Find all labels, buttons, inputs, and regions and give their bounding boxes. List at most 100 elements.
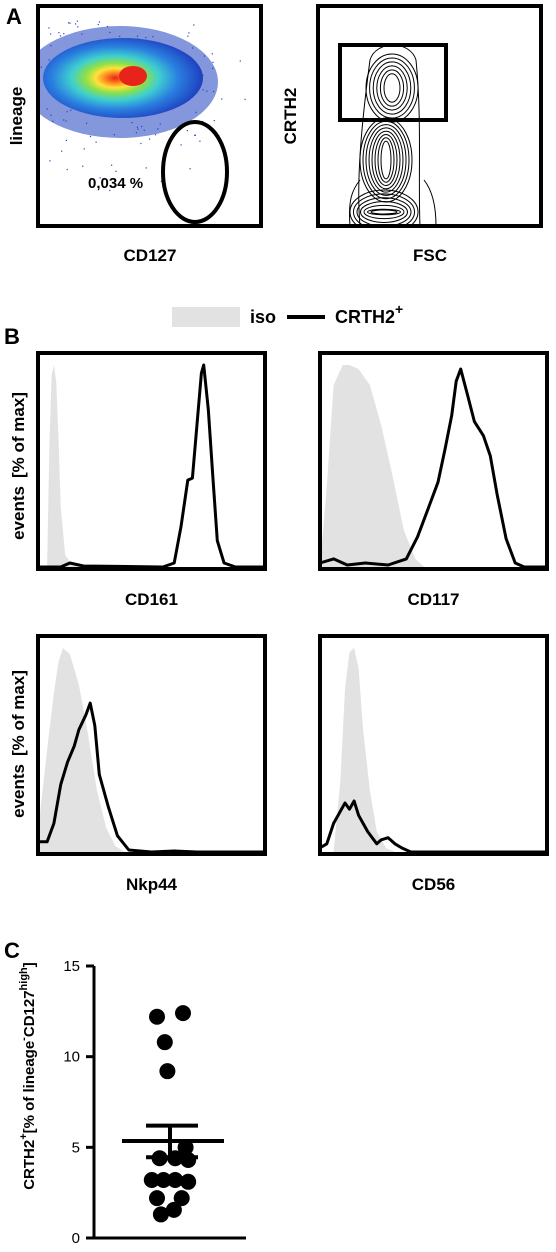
contour-lines <box>349 44 437 226</box>
contour-ring <box>376 65 408 111</box>
data-point <box>173 1190 190 1207</box>
data-point <box>143 1171 160 1188</box>
scatter-event-dot <box>211 53 213 55</box>
density-peak <box>119 66 147 86</box>
histogram-frame <box>318 351 549 571</box>
histogram-x-label: Nkp44 <box>126 875 178 894</box>
data-point <box>159 1063 176 1080</box>
dot-plot-crth2-percentage: 0 5 10 15 <box>63 958 246 1247</box>
data-point <box>149 1008 165 1025</box>
scatter-event-dot <box>97 23 99 26</box>
data-point <box>152 1206 169 1223</box>
contour-ring <box>356 197 412 226</box>
data-point <box>175 1005 191 1022</box>
legend-label-crth2: CRTH2+ <box>335 301 403 327</box>
scatter-event-dot <box>189 168 191 170</box>
panel-letter-a: A <box>6 4 22 29</box>
contour-ring <box>371 130 401 190</box>
panel-letter-b: B <box>4 324 20 349</box>
scatter-event-dot <box>74 23 77 25</box>
scatter-event-dot <box>140 142 142 145</box>
gate-percentage: 0,034 % <box>88 175 143 192</box>
scatter-event-dot <box>145 167 147 169</box>
histogram-frame <box>36 634 267 856</box>
data-point <box>155 1171 172 1188</box>
scatter-event-dot <box>58 32 60 34</box>
scatter-event-dot <box>160 180 162 182</box>
histogram-cd56: CD56 <box>318 634 549 894</box>
contour-ring <box>380 140 392 180</box>
scatter-event-dot <box>188 32 190 34</box>
y-axis-label-crth2: CRTH2 <box>281 88 300 145</box>
iso-histogram-fill <box>320 365 425 569</box>
scatter-event-dot <box>66 168 68 171</box>
histogram-frame <box>318 634 549 856</box>
y-tick-label: 10 <box>63 1049 80 1066</box>
data-point <box>177 1139 194 1156</box>
contour-ring <box>383 73 401 103</box>
scatter-event-dot <box>221 98 223 100</box>
scatter-event-dot <box>244 98 246 100</box>
y-axis-label-events-top: events[% of max] <box>9 392 28 540</box>
scatter-event-dot <box>98 21 101 23</box>
iso-histogram-fill <box>38 648 125 854</box>
scatter-event-dot <box>63 33 65 35</box>
data-point <box>180 1152 197 1169</box>
crth2-histogram-line <box>319 799 547 854</box>
data-point <box>149 1190 165 1207</box>
scatter-event-dot <box>50 33 52 35</box>
scatter-event-dot <box>59 35 62 37</box>
scatter-event-dot <box>148 138 151 140</box>
contour-ring <box>368 127 404 193</box>
data-point <box>165 1201 182 1218</box>
data-point <box>180 1173 197 1190</box>
scatter-event-dot <box>48 27 50 29</box>
scatter-event-dot <box>83 148 85 150</box>
scatter-event-dot <box>77 26 79 28</box>
histogram-cd117: CD117 <box>318 351 549 609</box>
iso-histogram-fill <box>333 648 395 854</box>
contour-ring <box>374 134 398 186</box>
x-axis-label-fsc: FSC <box>413 246 447 265</box>
scatter-event-dot <box>65 139 67 141</box>
panel-letter-c: C <box>4 938 20 963</box>
legend-label-iso: iso <box>250 307 276 327</box>
scatter-event-dot <box>49 160 51 162</box>
scatter-event-dot <box>193 24 195 26</box>
y-tick-label: 0 <box>72 1230 80 1247</box>
contour-ring <box>365 124 407 196</box>
histogram-cd161: CD161 <box>36 351 267 609</box>
scatter-event-dot <box>115 170 117 172</box>
legend-swatch-iso <box>172 307 240 327</box>
data-point <box>167 1171 184 1188</box>
data-point <box>156 1034 173 1051</box>
gate-ellipse <box>161 120 229 224</box>
scatter-event-dot <box>109 189 111 192</box>
scatter-event-dot <box>199 140 201 142</box>
histogram-grid: CD161 CD117 Nkp44 CD56 <box>36 351 549 894</box>
y-tick-label: 5 <box>72 1139 80 1156</box>
y-axis-label-crth2-percentage: CRTH2+[% of lineage-CD127high] <box>18 962 38 1190</box>
contour-ring <box>353 193 415 226</box>
scatter-event-dot <box>213 120 215 122</box>
scatter-event-dot <box>194 134 196 136</box>
crth2-histogram-line <box>38 363 265 569</box>
contour-plot-frame <box>316 4 543 228</box>
contour-ring <box>363 204 405 220</box>
contour-ring <box>359 117 413 203</box>
scatter-event-dot <box>89 135 92 138</box>
density-plot-frame <box>36 4 263 228</box>
contour-ring <box>372 61 412 115</box>
y-tick-label: 15 <box>63 958 80 975</box>
scatter-event-dot <box>68 22 70 24</box>
contour-ring <box>367 208 401 216</box>
histogram-frame <box>36 351 267 571</box>
scatter-event-dot <box>99 177 101 179</box>
contour-ring <box>377 137 395 183</box>
scatter-event-dot <box>187 35 189 37</box>
scatter-event-dot <box>95 141 97 143</box>
scatter-event-dot <box>154 134 157 136</box>
scatter-event-dot <box>82 165 84 167</box>
scatter-event-dot <box>111 164 113 166</box>
